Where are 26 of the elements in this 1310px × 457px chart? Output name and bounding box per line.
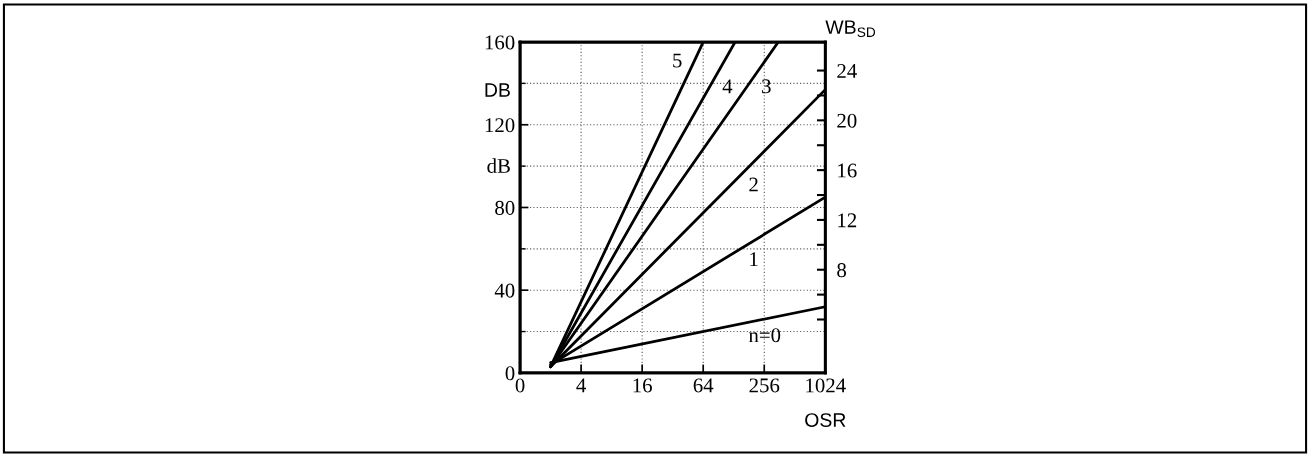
x-tick-label: 64 [693, 378, 714, 393]
series-label: 3 [762, 79, 771, 94]
series-label: n=0 [748, 328, 781, 343]
y2-tick-label: 8 [837, 263, 847, 278]
x-tick-label: 1024 [806, 378, 846, 393]
y-tick-label: 0 [505, 366, 515, 381]
y2-tick-label: 24 [837, 63, 857, 78]
y-tick-label: 40 [494, 283, 515, 298]
series-label: 1 [750, 252, 758, 267]
y2-tick-label: 12 [838, 213, 857, 228]
y-tick-label: 120 [485, 118, 515, 133]
y2-tick-label: 16 [838, 163, 857, 178]
x-tick-label: 4 [576, 378, 586, 393]
x-tick-label: 16 [633, 378, 652, 393]
x-tick-label: 0 [515, 378, 525, 393]
y-tick-label: 160 [485, 35, 515, 50]
series-label: 4 [722, 79, 733, 94]
x-tick-label: 256 [749, 378, 780, 393]
y2-axis-title: WB$_{SD}$ [825, 20, 876, 38]
y-tick-label: 80 [495, 200, 515, 215]
series-label: 5 [673, 53, 682, 68]
series-label: 2 [749, 177, 758, 192]
x-axis-title: OSR [805, 413, 846, 427]
y2-tick-label: 20 [837, 113, 857, 128]
y-axis-title: DB [485, 83, 510, 97]
text: dB [487, 158, 510, 173]
